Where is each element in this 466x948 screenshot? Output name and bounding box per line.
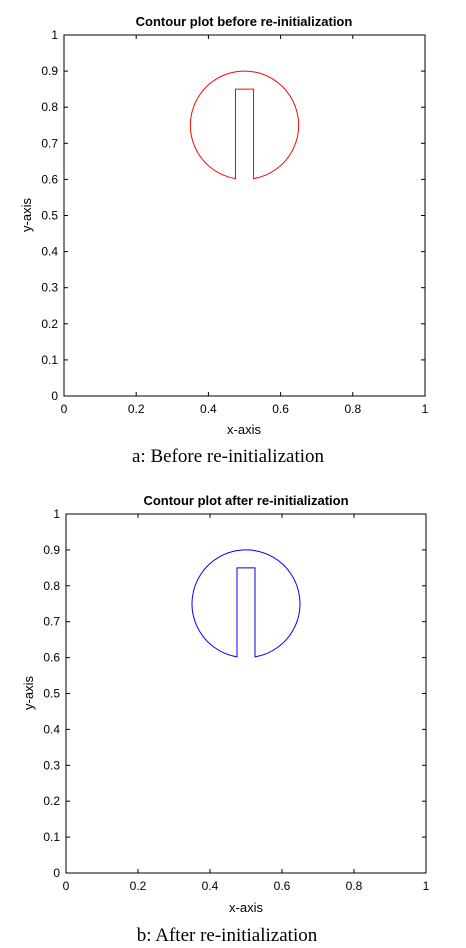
x-tick-label: 0.8: [346, 879, 363, 893]
plot-area-b: [65, 513, 427, 874]
x-tick-label: 0.8: [344, 402, 361, 416]
y-tick-label: 0.3: [43, 758, 60, 772]
y-ticks-a: 0 0.1 0.2 0.3 0.4 0.5 0.6 0.7 0.8 0.9 1: [41, 28, 425, 403]
x-tick-label: 1: [422, 402, 429, 416]
panel-a: Contour plot before re-initialization 00…: [19, 14, 429, 467]
x-ticks-a: 0 0.2 0.4 0.6 0.8 1: [61, 35, 429, 416]
y-tick-label: 0.3: [41, 281, 58, 295]
y-tick-label: 0.7: [41, 136, 58, 150]
caption-b: b: After re-initialization: [137, 925, 318, 946]
chart-title-a: Contour plot before re-initialization: [136, 14, 353, 29]
plot-area-a: [63, 34, 426, 397]
y-tick-label: 0.4: [41, 245, 58, 259]
y-tick-label: 0.2: [43, 794, 60, 808]
panel-b: Contour plot after re-initialization 0 0.…: [21, 493, 430, 946]
contour-line-a: [189, 70, 300, 180]
x-tick-label: 1: [423, 879, 430, 893]
contour-line-b: [191, 549, 301, 658]
y-tick-label: 0.5: [43, 687, 60, 701]
x-tick-label: 0.2: [130, 879, 147, 893]
y-tick-label: 0: [53, 866, 60, 880]
x-tick-label: 0.2: [128, 402, 145, 416]
y-axis-label-b: y-axis: [21, 676, 36, 710]
y-tick-label: 1: [51, 28, 58, 42]
y-tick-label: 1: [53, 507, 60, 521]
x-tick-label: 0: [63, 879, 70, 893]
y-tick-label: 0.1: [41, 353, 58, 367]
y-tick-label: 0.7: [43, 615, 60, 629]
y-tick-label: 0.2: [41, 317, 58, 331]
y-tick-label: 0.1: [43, 830, 60, 844]
y-tick-label: 0.6: [43, 651, 60, 665]
y-tick-label: 0.6: [41, 172, 58, 186]
x-ticks-b: 0 0.2 0.4 0.6 0.8 1: [63, 514, 430, 893]
y-axis-label-a: y-axis: [19, 198, 34, 232]
x-axis-label-b: x-axis: [229, 900, 263, 915]
y-tick-label: 0.8: [43, 579, 60, 593]
x-tick-label: 0.4: [202, 879, 219, 893]
x-tick-label: 0.4: [200, 402, 217, 416]
y-tick-label: 0.9: [43, 543, 60, 557]
y-tick-label: 0.9: [41, 64, 58, 78]
chart-title-b: Contour plot after re-initialization: [143, 493, 348, 508]
x-tick-label: 0: [61, 402, 68, 416]
y-tick-label: 0.5: [41, 209, 58, 223]
y-ticks-b: 0 0.1 0.2 0.3 0.4 0.5 0.6 0.7 0.8 0.9 1: [43, 507, 426, 880]
y-tick-label: 0: [51, 389, 58, 403]
x-axis-label-a: x-axis: [227, 422, 261, 437]
x-tick-label: 0.6: [272, 402, 289, 416]
caption-a: a: Before re-initialization: [132, 446, 325, 467]
y-tick-label: 0.4: [43, 722, 60, 736]
y-tick-label: 0.8: [41, 100, 58, 114]
x-tick-label: 0.6: [274, 879, 291, 893]
